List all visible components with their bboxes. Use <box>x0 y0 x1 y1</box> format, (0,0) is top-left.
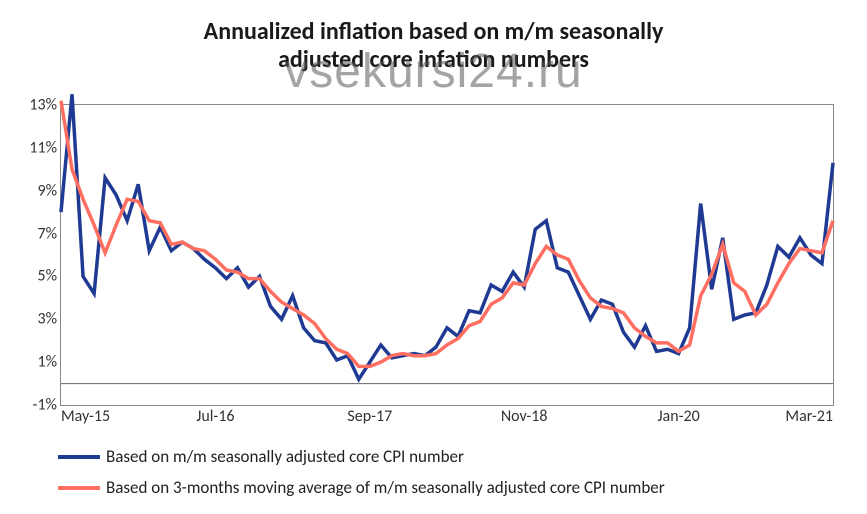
title-line-2: adjusted core infation numbers <box>278 45 589 74</box>
legend-swatch <box>58 455 100 459</box>
legend-label: Based on m/m seasonally adjusted core CP… <box>106 446 464 467</box>
y-tick-label: 1% <box>37 353 61 372</box>
y-tick-label: 13% <box>29 96 61 115</box>
y-tick-label: -1% <box>33 396 61 415</box>
y-tick-label: 3% <box>37 310 61 329</box>
x-tick-label: Nov-18 <box>501 405 548 426</box>
x-tick-label: May-15 <box>61 405 110 426</box>
chart-title: Annualized inflation based on m/m season… <box>0 0 867 73</box>
x-tick-label: Jan-20 <box>657 405 699 426</box>
chart-container: -1%1%3%5%7%9%11%13%May-15Jul-16Sep-17Nov… <box>60 104 832 404</box>
legend-label: Based on 3-months moving average of m/m … <box>106 477 665 498</box>
x-tick-label: Sep-17 <box>347 405 392 426</box>
x-tick-label: Mar-21 <box>785 405 833 426</box>
y-tick-label: 7% <box>37 224 61 243</box>
title-line-1: Annualized inflation based on m/m season… <box>204 17 664 46</box>
x-tick-label: Jul-16 <box>196 405 234 426</box>
legend-swatch <box>58 486 100 490</box>
plot-svg <box>61 105 833 405</box>
y-tick-label: 5% <box>37 267 61 286</box>
legend: Based on m/m seasonally adjusted core CP… <box>0 428 665 508</box>
legend-item: Based on 3-months moving average of m/m … <box>58 477 665 498</box>
series-line <box>61 94 833 379</box>
legend-item: Based on m/m seasonally adjusted core CP… <box>58 446 665 467</box>
y-tick-label: 11% <box>29 138 61 157</box>
y-tick-label: 9% <box>37 181 61 200</box>
plot-area: -1%1%3%5%7%9%11%13%May-15Jul-16Sep-17Nov… <box>60 104 834 406</box>
